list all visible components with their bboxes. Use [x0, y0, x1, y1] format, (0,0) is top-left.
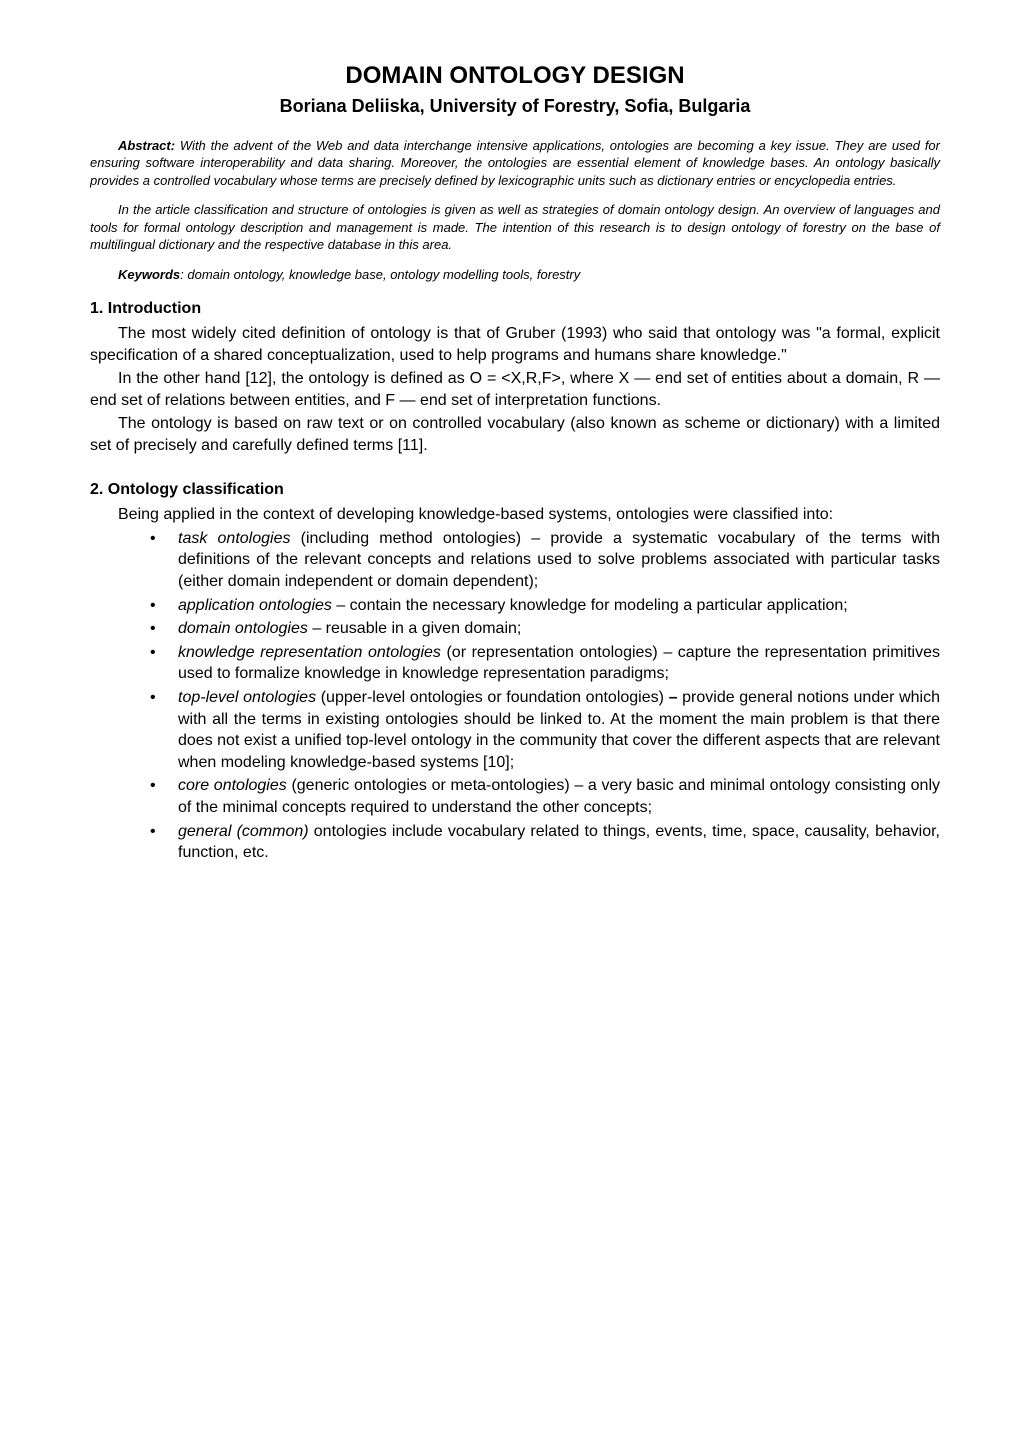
item-text: (including method ontologies) – provide … [178, 530, 940, 590]
section-1-p2: In the other hand [12], the ontology is … [90, 368, 940, 411]
item-text: – reusable in a given domain; [308, 620, 521, 637]
section-1-p1: The most widely cited definition of onto… [90, 323, 940, 366]
list-item: •top-level ontologies (upper-level ontol… [90, 687, 940, 773]
bullet-icon: • [150, 821, 178, 843]
item-text: – contain the necessary knowledge for mo… [332, 597, 848, 614]
term: core ontologies [178, 777, 287, 794]
list-item: •application ontologies – contain the ne… [90, 595, 940, 617]
document-title: DOMAIN ONTOLOGY DESIGN [90, 60, 940, 92]
bullet-icon: • [150, 595, 178, 617]
section-1-heading: 1. Introduction [90, 298, 940, 320]
bold-dash: – [669, 689, 678, 706]
bullet-icon: • [150, 618, 178, 640]
bullet-icon: • [150, 775, 178, 797]
section-2-intro: Being applied in the context of developi… [90, 504, 940, 526]
bullet-icon: • [150, 687, 178, 709]
abstract-label: Abstract: [118, 138, 180, 153]
abstract-text-1: With the advent of the Web and data inte… [90, 138, 940, 188]
list-item: •knowledge representation ontologies (or… [90, 642, 940, 685]
bullet-icon: • [150, 642, 178, 664]
list-item: •domain ontologies – reusable in a given… [90, 618, 940, 640]
list-item: •task ontologies (including method ontol… [90, 528, 940, 593]
term: general (common) [178, 823, 309, 840]
list-item: •general (common) ontologies include voc… [90, 821, 940, 864]
abstract-paragraph-1: Abstract: With the advent of the Web and… [90, 137, 940, 190]
section-1-p3: The ontology is based on raw text or on … [90, 413, 940, 456]
bullet-icon: • [150, 528, 178, 550]
document-subtitle: Boriana Deliiska, University of Forestry… [90, 94, 940, 118]
term: task ontologies [178, 530, 290, 547]
abstract-paragraph-2: In the article classification and struct… [90, 201, 940, 254]
list-item: •core ontologies (generic ontologies or … [90, 775, 940, 818]
ontology-classification-list: •task ontologies (including method ontol… [90, 528, 940, 864]
term: domain ontologies [178, 620, 308, 637]
term: application ontologies [178, 597, 332, 614]
section-2-heading: 2. Ontology classification [90, 479, 940, 501]
item-text: (generic ontologies or meta-ontologies) … [178, 777, 940, 816]
item-text-pre: (upper-level ontologies or foundation on… [316, 689, 669, 706]
term: top-level ontologies [178, 689, 316, 706]
keywords-text: : domain ontology, knowledge base, ontol… [180, 267, 580, 282]
keywords-line: Keywords: domain ontology, knowledge bas… [90, 266, 940, 284]
term: knowledge representation ontologies [178, 644, 441, 661]
keywords-label: Keywords [118, 267, 180, 282]
